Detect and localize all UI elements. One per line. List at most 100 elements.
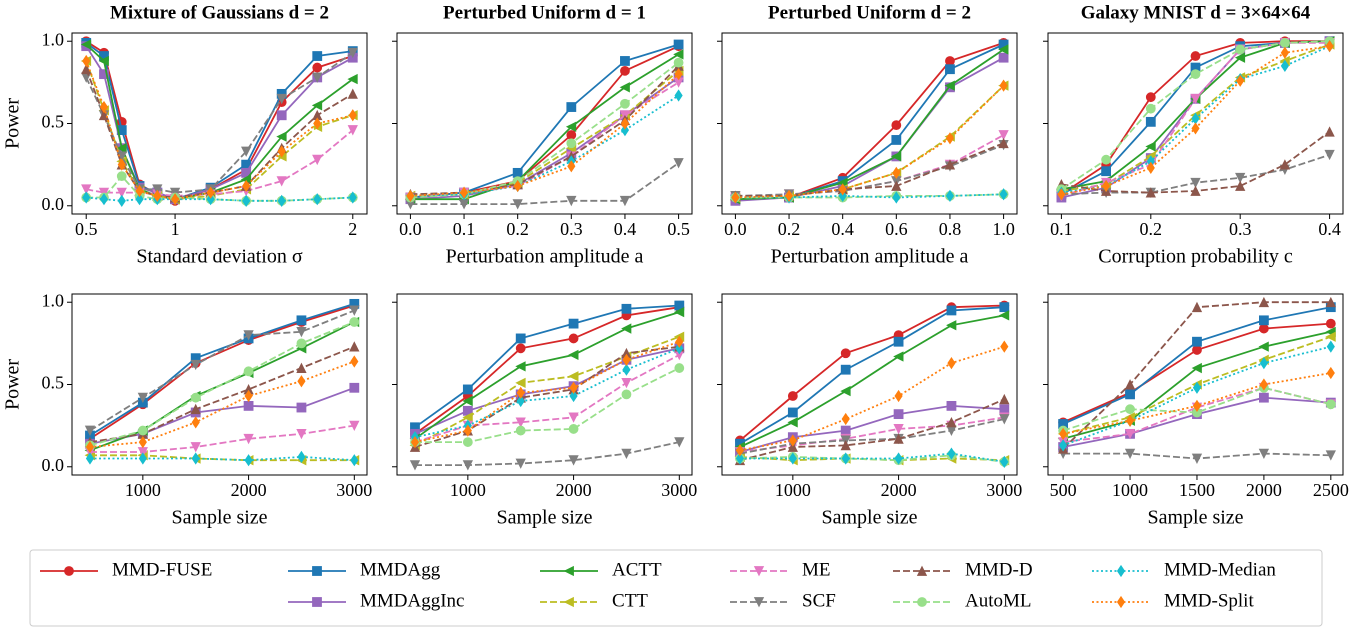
marker xyxy=(1192,399,1202,413)
marker xyxy=(81,72,92,83)
marker xyxy=(244,389,253,403)
marker xyxy=(276,110,287,121)
series-line xyxy=(89,304,355,440)
marker xyxy=(622,363,631,376)
marker xyxy=(516,386,525,399)
marker xyxy=(116,171,127,182)
marker xyxy=(622,353,631,366)
marker xyxy=(566,138,577,149)
x-tick-label: 3000 xyxy=(661,480,697,500)
marker xyxy=(190,442,201,453)
x-axis-label: Sample size xyxy=(171,507,267,529)
legend-label: MMD-D xyxy=(965,559,1033,580)
marker xyxy=(753,597,765,608)
marker xyxy=(568,333,579,344)
series-line xyxy=(89,309,355,432)
series-line xyxy=(410,73,680,197)
marker xyxy=(673,57,684,68)
series-line xyxy=(735,56,1005,202)
y-tick-label: 1.0 xyxy=(42,290,65,310)
marker xyxy=(1236,74,1245,87)
marker xyxy=(999,79,1008,92)
marker xyxy=(85,452,95,465)
x-tick-label: 3000 xyxy=(986,480,1022,500)
marker xyxy=(1125,389,1135,400)
marker xyxy=(999,414,1010,425)
marker xyxy=(568,349,579,361)
x-axis-label: Perturbation amplitude a xyxy=(771,246,969,268)
marker xyxy=(893,336,904,347)
marker xyxy=(999,188,1008,201)
series-line xyxy=(739,306,1005,445)
marker xyxy=(99,193,109,206)
marker xyxy=(1325,399,1336,410)
marker xyxy=(1279,159,1291,170)
marker xyxy=(313,117,322,130)
marker xyxy=(673,39,684,50)
marker xyxy=(565,121,577,132)
series-line xyxy=(739,418,1005,455)
marker xyxy=(349,420,360,432)
marker xyxy=(1146,161,1155,175)
marker xyxy=(998,310,1010,321)
marker xyxy=(462,437,473,447)
marker xyxy=(512,199,523,210)
marker xyxy=(312,72,323,83)
series-line xyxy=(735,85,1005,199)
marker xyxy=(1325,450,1336,461)
marker xyxy=(621,448,632,460)
marker xyxy=(277,145,286,158)
marker xyxy=(348,109,357,122)
marker xyxy=(753,566,765,577)
x-tick-label: 3000 xyxy=(336,480,372,500)
x-tick-label: 2000 xyxy=(231,480,267,500)
marker xyxy=(916,565,928,576)
marker xyxy=(1190,177,1201,189)
marker xyxy=(1259,378,1268,391)
marker xyxy=(621,303,632,314)
marker xyxy=(890,151,902,162)
marker xyxy=(1235,44,1246,55)
series-line xyxy=(86,129,354,197)
x-tick-label: 0.2 xyxy=(506,219,529,239)
marker xyxy=(674,68,683,81)
marker xyxy=(1279,37,1290,48)
marker xyxy=(620,65,630,76)
marker xyxy=(945,189,955,203)
marker xyxy=(64,566,74,576)
marker xyxy=(512,167,523,178)
marker xyxy=(891,120,902,131)
marker xyxy=(946,416,957,428)
marker xyxy=(567,160,576,173)
marker xyxy=(563,596,574,608)
marker xyxy=(1102,179,1111,193)
marker xyxy=(1258,323,1269,334)
marker xyxy=(1324,149,1335,161)
marker xyxy=(945,132,955,145)
marker xyxy=(206,186,215,199)
marker xyxy=(1258,392,1269,403)
marker xyxy=(348,191,357,204)
x-tick-label: 0.3 xyxy=(560,219,583,239)
marker xyxy=(784,189,794,203)
marker xyxy=(191,452,200,465)
series-line xyxy=(414,335,680,447)
series-line xyxy=(1062,345,1332,447)
marker xyxy=(735,444,745,457)
y-axis-label: Power xyxy=(2,359,24,410)
y-tick-label: 0.5 xyxy=(42,373,65,393)
marker xyxy=(1101,154,1112,165)
x-tick-label: 1500 xyxy=(1179,480,1215,500)
series-line xyxy=(735,193,1004,199)
marker xyxy=(893,424,904,435)
series-line xyxy=(410,70,680,197)
marker xyxy=(1145,187,1156,198)
marker xyxy=(347,125,358,136)
series-line xyxy=(739,304,1005,442)
marker xyxy=(840,348,851,359)
marker xyxy=(409,460,421,471)
marker xyxy=(893,351,904,362)
series-line xyxy=(739,314,1005,448)
marker xyxy=(894,389,903,403)
marker xyxy=(1124,428,1136,440)
